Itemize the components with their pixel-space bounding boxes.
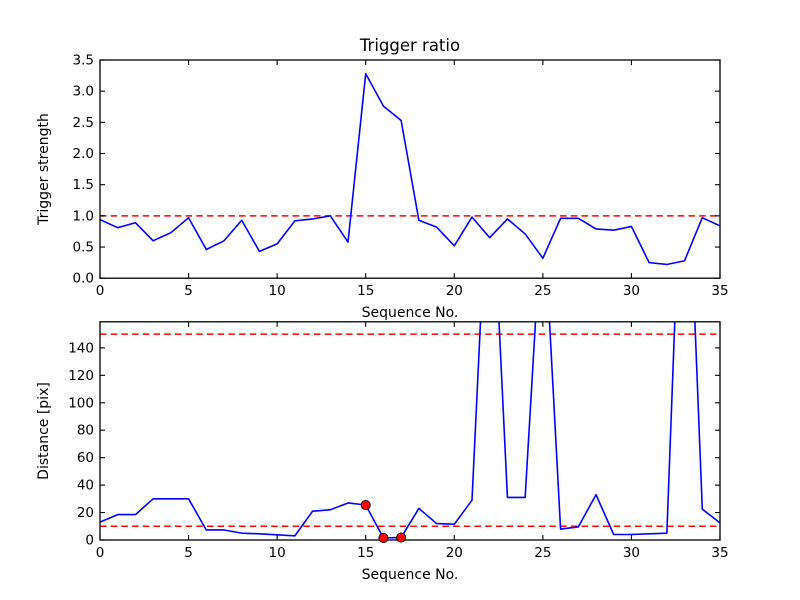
x-tick-label: 5 xyxy=(184,545,193,561)
y-tick-label: 20 xyxy=(77,505,94,521)
x-tick-label: 30 xyxy=(623,283,640,299)
marker-dot xyxy=(396,532,407,543)
top-plot: 0 5 10 15 20 25 30 35 0.0 0.5 1.0 1.5 2.0 2.5 3.0 3.5 xyxy=(73,53,729,300)
plot-area xyxy=(100,321,720,539)
y-tick-label: 2.5 xyxy=(73,115,94,131)
plot-border xyxy=(99,59,721,279)
y-tick-label: 60 xyxy=(77,450,94,466)
y-tick-label: 2.0 xyxy=(73,146,94,162)
series-line xyxy=(100,72,720,266)
top-plot-title: Trigger ratio xyxy=(359,36,460,55)
x-tick-label: 0 xyxy=(96,545,105,561)
y-tick-label: 0.0 xyxy=(73,271,94,287)
x-tick-label: 20 xyxy=(446,545,463,561)
marker-dot xyxy=(378,532,389,543)
x-tick-label: 35 xyxy=(711,283,728,299)
top-plot-xlabel: Sequence No. xyxy=(362,305,459,321)
y-tick-label: 0.5 xyxy=(73,240,94,256)
x-tick-label: 30 xyxy=(623,545,640,561)
x-tick-label: 35 xyxy=(711,545,728,561)
y-tick-label: 1.5 xyxy=(73,177,94,193)
x-tick-label: 25 xyxy=(534,545,551,561)
bottom-plot-xlabel: Sequence No. xyxy=(362,567,459,583)
x-tick-label: 0 xyxy=(96,283,105,299)
x-tick-label: 5 xyxy=(184,283,193,299)
x-tick-label: 10 xyxy=(269,545,286,561)
x-tick-label: 20 xyxy=(446,283,463,299)
x-tick-label: 15 xyxy=(357,283,374,299)
y-tick-label: 40 xyxy=(77,478,94,494)
y-tick-label: 3.0 xyxy=(73,84,94,100)
y-tick-label: 80 xyxy=(77,423,94,439)
y-tick-label: 3.5 xyxy=(73,53,94,69)
x-tick-label: 10 xyxy=(269,283,286,299)
series-line xyxy=(100,321,720,539)
y-tick-label: 100 xyxy=(68,395,94,411)
marker-dot xyxy=(360,499,371,511)
plot-area xyxy=(100,72,720,266)
bottom-plot: 0 5 10 15 20 25 30 35 0 20 40 60 80 100 120 140 xyxy=(68,321,729,561)
x-tick-label: 25 xyxy=(534,283,551,299)
y-tick-label: 1.0 xyxy=(73,208,94,224)
y-tick-label: 140 xyxy=(68,340,94,356)
y-tick-label: 0 xyxy=(85,533,94,549)
x-tick-label: 15 xyxy=(357,545,374,561)
y-tick-label: 120 xyxy=(68,368,94,384)
top-plot-ylabel: Trigger strength xyxy=(36,113,52,226)
plot-border xyxy=(99,321,721,541)
bottom-plot-ylabel: Distance [pix] xyxy=(36,382,52,480)
